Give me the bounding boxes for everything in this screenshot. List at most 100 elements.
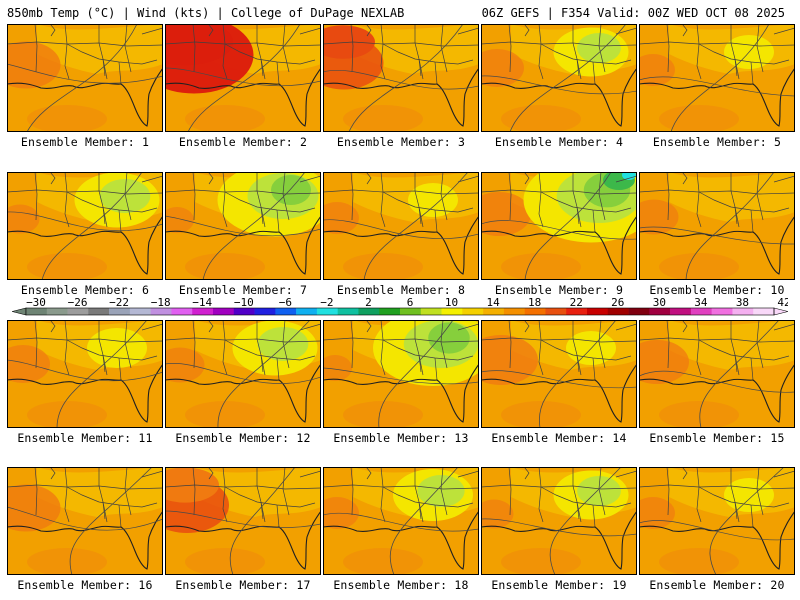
colorbar-swatch: [711, 308, 733, 315]
ensemble-member-label: Ensemble Member: 2: [178, 135, 308, 149]
colorbar-swatch: [628, 308, 650, 315]
ensemble-member-map: [323, 320, 479, 428]
colorbar-swatch: [503, 308, 525, 315]
header-run-info: 06Z GEFS | F354 Valid: 00Z WED OCT 08 20…: [481, 6, 785, 20]
colorbar-swatch: [150, 308, 172, 315]
ensemble-member-label: Ensemble Member: 4: [494, 135, 624, 149]
colorbar-tick-label: 2: [365, 296, 372, 309]
colorbar-tick-label: 42: [777, 296, 788, 309]
ensemble-member-map: [7, 467, 163, 575]
ensemble-member-label: Ensemble Member: 5: [652, 135, 782, 149]
colorbar-swatch: [46, 308, 68, 315]
colorbar-swatch: [545, 308, 567, 315]
colorbar-swatch: [233, 308, 255, 315]
temperature-field: [7, 467, 163, 575]
colorbar-swatch: [171, 308, 193, 315]
colorbar-tick-label: 6: [407, 296, 414, 309]
colorbar-swatch: [420, 308, 442, 315]
colorbar-swatch: [462, 308, 484, 315]
ensemble-member-label: Ensemble Member: 1: [20, 135, 150, 149]
colorbar-tick-label: −18: [151, 296, 171, 309]
ensemble-member-label: Ensemble Member: 12: [175, 431, 311, 445]
temperature-field: [481, 24, 637, 132]
temperature-field: [323, 320, 479, 428]
colorbar-tick-label: −22: [109, 296, 129, 309]
colorbar-tick-label: 10: [445, 296, 458, 309]
colorbar-swatch: [587, 308, 609, 315]
colorbar-tick-label: −26: [68, 296, 88, 309]
ensemble-member-label: Ensemble Member: 13: [333, 431, 469, 445]
temperature-field: [165, 320, 321, 428]
temperature-field: [481, 320, 637, 428]
colorbar-tick-label: 18: [528, 296, 541, 309]
temperature-colorbar: −30 −26 −22 −18 −14 −10 −6 −2 2 6 10 14 18 22 26 30 34 38…: [12, 296, 788, 316]
colorbar-swatch: [275, 308, 297, 315]
temperature-field: [639, 320, 795, 428]
temperature-field: [165, 24, 321, 132]
ensemble-member-label: Ensemble Member: 6: [20, 283, 150, 297]
ensemble-member-label: Ensemble Member: 11: [17, 431, 153, 445]
ensemble-member-map: [639, 320, 795, 428]
ensemble-member-label: Ensemble Member: 20: [649, 578, 785, 592]
colorbar-tick-label: −14: [192, 296, 212, 309]
colorbar-swatch: [753, 308, 775, 315]
colorbar-swatch: [690, 308, 712, 315]
ensemble-member-map: [165, 320, 321, 428]
colorbar-tick-label: 22: [570, 296, 583, 309]
colorbar-right-arrow: [773, 307, 788, 316]
colorbar-swatch: [337, 308, 359, 315]
header-title: 850mb Temp (°C) | Wind (kts) | College o…: [7, 6, 405, 20]
ensemble-member-map: [323, 467, 479, 575]
ensemble-member-map: [165, 172, 321, 280]
colorbar-tick-label: 34: [694, 296, 708, 309]
ensemble-member-map: [639, 172, 795, 280]
colorbar-swatch: [379, 308, 401, 315]
ensemble-member-label: Ensemble Member: 9: [494, 283, 624, 297]
ensemble-member-label: Ensemble Member: 8: [336, 283, 466, 297]
colorbar-swatch: [483, 308, 505, 315]
ensemble-member-map: [7, 172, 163, 280]
temperature-field: [165, 467, 321, 575]
colorbar-left-arrow: [12, 307, 27, 316]
colorbar-swatch: [213, 308, 235, 315]
ensemble-member-map: [323, 172, 479, 280]
colorbar-swatch: [192, 308, 214, 315]
temperature-field: [639, 467, 795, 575]
ensemble-member-label: Ensemble Member: 16: [17, 578, 153, 592]
colorbar-swatch: [316, 308, 338, 315]
colorbar-tick-label: −30: [26, 296, 46, 309]
colorbar-tick-label: −6: [279, 296, 292, 309]
colorbar-swatch: [358, 308, 380, 315]
temperature-field: [481, 172, 637, 280]
temperature-field: [7, 172, 163, 280]
colorbar-swatch: [129, 308, 151, 315]
colorbar-swatch: [254, 308, 276, 315]
ensemble-member-map: [481, 320, 637, 428]
ensemble-member-map: [481, 467, 637, 575]
colorbar-swatch: [296, 308, 318, 315]
colorbar-swatch: [566, 308, 588, 315]
ensemble-member-label: Ensemble Member: 3: [336, 135, 466, 149]
ensemble-member-label: Ensemble Member: 18: [333, 578, 469, 592]
ensemble-member-map: [165, 24, 321, 132]
colorbar-swatch: [524, 308, 546, 315]
colorbar-swatch: [670, 308, 692, 315]
colorbar-tick-label: −10: [234, 296, 254, 309]
colorbar-swatch: [88, 308, 110, 315]
ensemble-member-label: Ensemble Member: 17: [175, 578, 311, 592]
temperature-field: [323, 172, 479, 280]
ensemble-member-map: [639, 24, 795, 132]
temperature-field: [323, 24, 479, 132]
temperature-field: [639, 24, 795, 132]
ensemble-member-map: [323, 24, 479, 132]
colorbar-swatch: [441, 308, 463, 315]
colorbar-tick-label: 14: [486, 296, 500, 309]
colorbar-tick-label: 38: [736, 296, 749, 309]
colorbar-tick-label: 30: [653, 296, 666, 309]
ensemble-member-map: [481, 24, 637, 132]
ensemble-member-map: [7, 24, 163, 132]
colorbar-swatch: [26, 308, 48, 315]
temperature-field: [7, 320, 163, 428]
ensemble-member-map: [639, 467, 795, 575]
ensemble-member-label: Ensemble Member: 19: [491, 578, 627, 592]
